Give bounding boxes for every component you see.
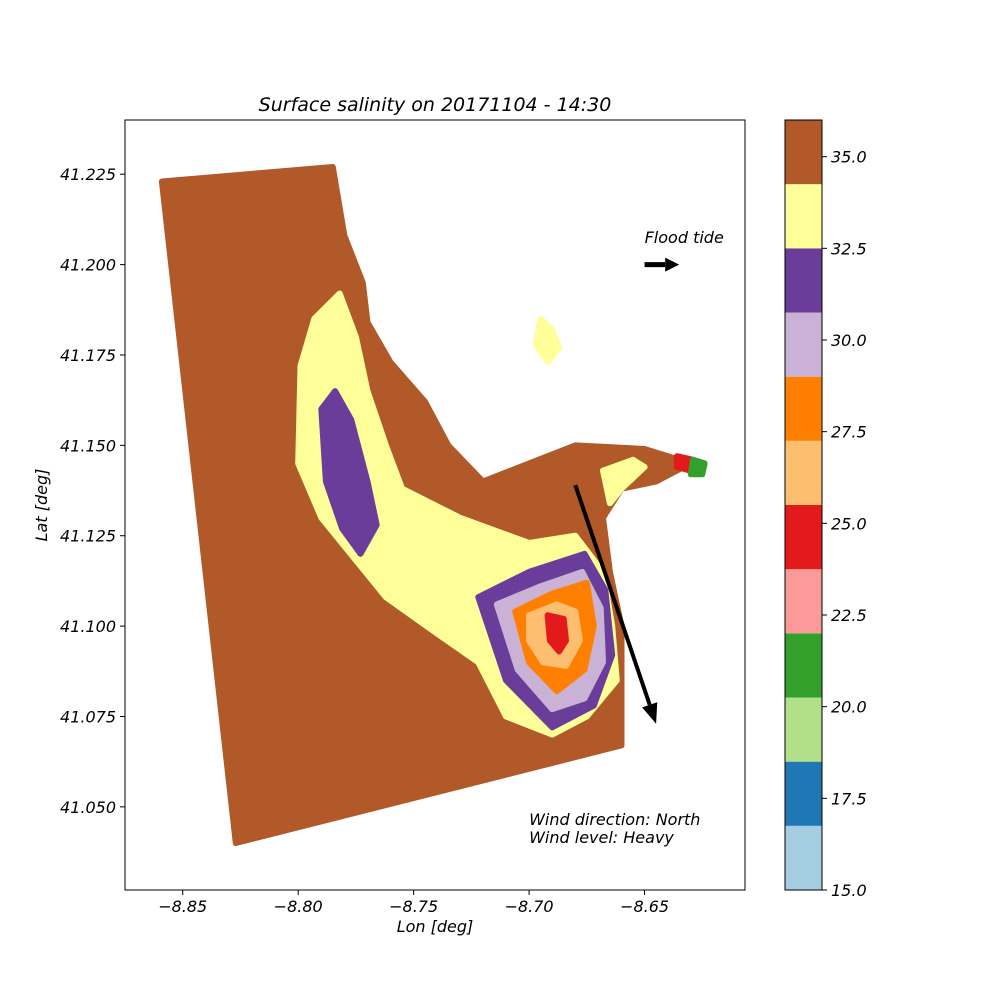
- region-plume-north-core: [318, 388, 380, 557]
- x-tick-label: −8.75: [389, 897, 438, 916]
- x-tick-label: −8.85: [158, 897, 207, 916]
- plot-frame: [124, 119, 746, 891]
- y-tick-label: 41.150: [60, 436, 116, 455]
- y-tick-label: 41.175: [60, 346, 116, 365]
- y-tick-label: 41.100: [60, 617, 116, 636]
- colorbar-tick-label: 27.5: [831, 423, 867, 442]
- colorbar-tick-label: 15.0: [831, 881, 867, 900]
- colorbar-level: [785, 825, 822, 890]
- annotation-arrows: [573, 257, 680, 724]
- x-tick-label: −8.70: [505, 897, 554, 916]
- colorbar-level: [785, 440, 822, 505]
- region-river-upstream-green: [687, 456, 708, 478]
- colorbar-level: [785, 120, 822, 185]
- colorbar-level: [785, 569, 822, 634]
- wind-arrow: [573, 484, 658, 724]
- colorbar-level: [785, 505, 822, 570]
- y-axis-label: Lat [deg]: [32, 469, 51, 542]
- colorbar-level: [785, 697, 822, 762]
- x-tick-label: −8.65: [620, 897, 669, 916]
- annotation-0: Flood tide: [645, 228, 724, 247]
- annotation-2: Wind level: Heavy: [529, 828, 674, 847]
- colorbar-level: [785, 376, 822, 441]
- x-tick-label: −8.80: [274, 897, 323, 916]
- colorbar-tick-label: 25.0: [831, 514, 867, 533]
- colorbar-tick-label: 17.5: [831, 789, 867, 808]
- colorbar-tick-label: 35.0: [831, 148, 867, 167]
- colorbar: 15.0 17.5 20.0 22.5 25.0 27.5 30.0 32.5 35.0: [784, 119, 867, 900]
- annotation-1: Wind direction: North: [529, 810, 700, 829]
- x-axis: −8.85 −8.80 −8.75 −8.70 −8.65: [158, 890, 669, 916]
- colorbar-level: [785, 761, 822, 826]
- colorbar-level: [785, 184, 822, 249]
- y-tick-label: 41.225: [60, 165, 116, 184]
- colorbar-levels: [785, 120, 822, 890]
- y-axis: 41.050 41.075 41.100 41.125 41.150 41.175 41.2…: [60, 165, 125, 817]
- region-plume-south-core: [544, 612, 569, 655]
- colorbar-tick-label: 32.5: [831, 239, 867, 258]
- colorbar-level: [785, 312, 822, 377]
- colorbar-tick-label: 20.0: [831, 698, 867, 717]
- region-coast-fringe: [533, 315, 563, 366]
- y-tick-label: 41.075: [60, 707, 116, 726]
- salinity-regions: [158, 164, 708, 846]
- y-tick-label: 41.050: [60, 798, 116, 817]
- region-river-channel: [600, 456, 648, 507]
- colorbar-tick-label: 30.0: [831, 331, 867, 350]
- colorbar-frame: [784, 119, 823, 891]
- colorbar-level: [785, 248, 822, 313]
- x-axis-label: Lon [deg]: [397, 917, 474, 936]
- flood-tide-arrow: [644, 257, 680, 272]
- colorbar-tick-label: 22.5: [831, 606, 867, 625]
- y-tick-label: 41.200: [60, 256, 116, 275]
- chart-title: Surface salinity on 20171104 - 14:30: [259, 94, 612, 116]
- colorbar-ticks: 15.0 17.5 20.0 22.5 25.0 27.5 30.0 32.5 35.0: [822, 148, 867, 900]
- colorbar-level: [785, 633, 822, 698]
- y-tick-label: 41.125: [60, 527, 116, 546]
